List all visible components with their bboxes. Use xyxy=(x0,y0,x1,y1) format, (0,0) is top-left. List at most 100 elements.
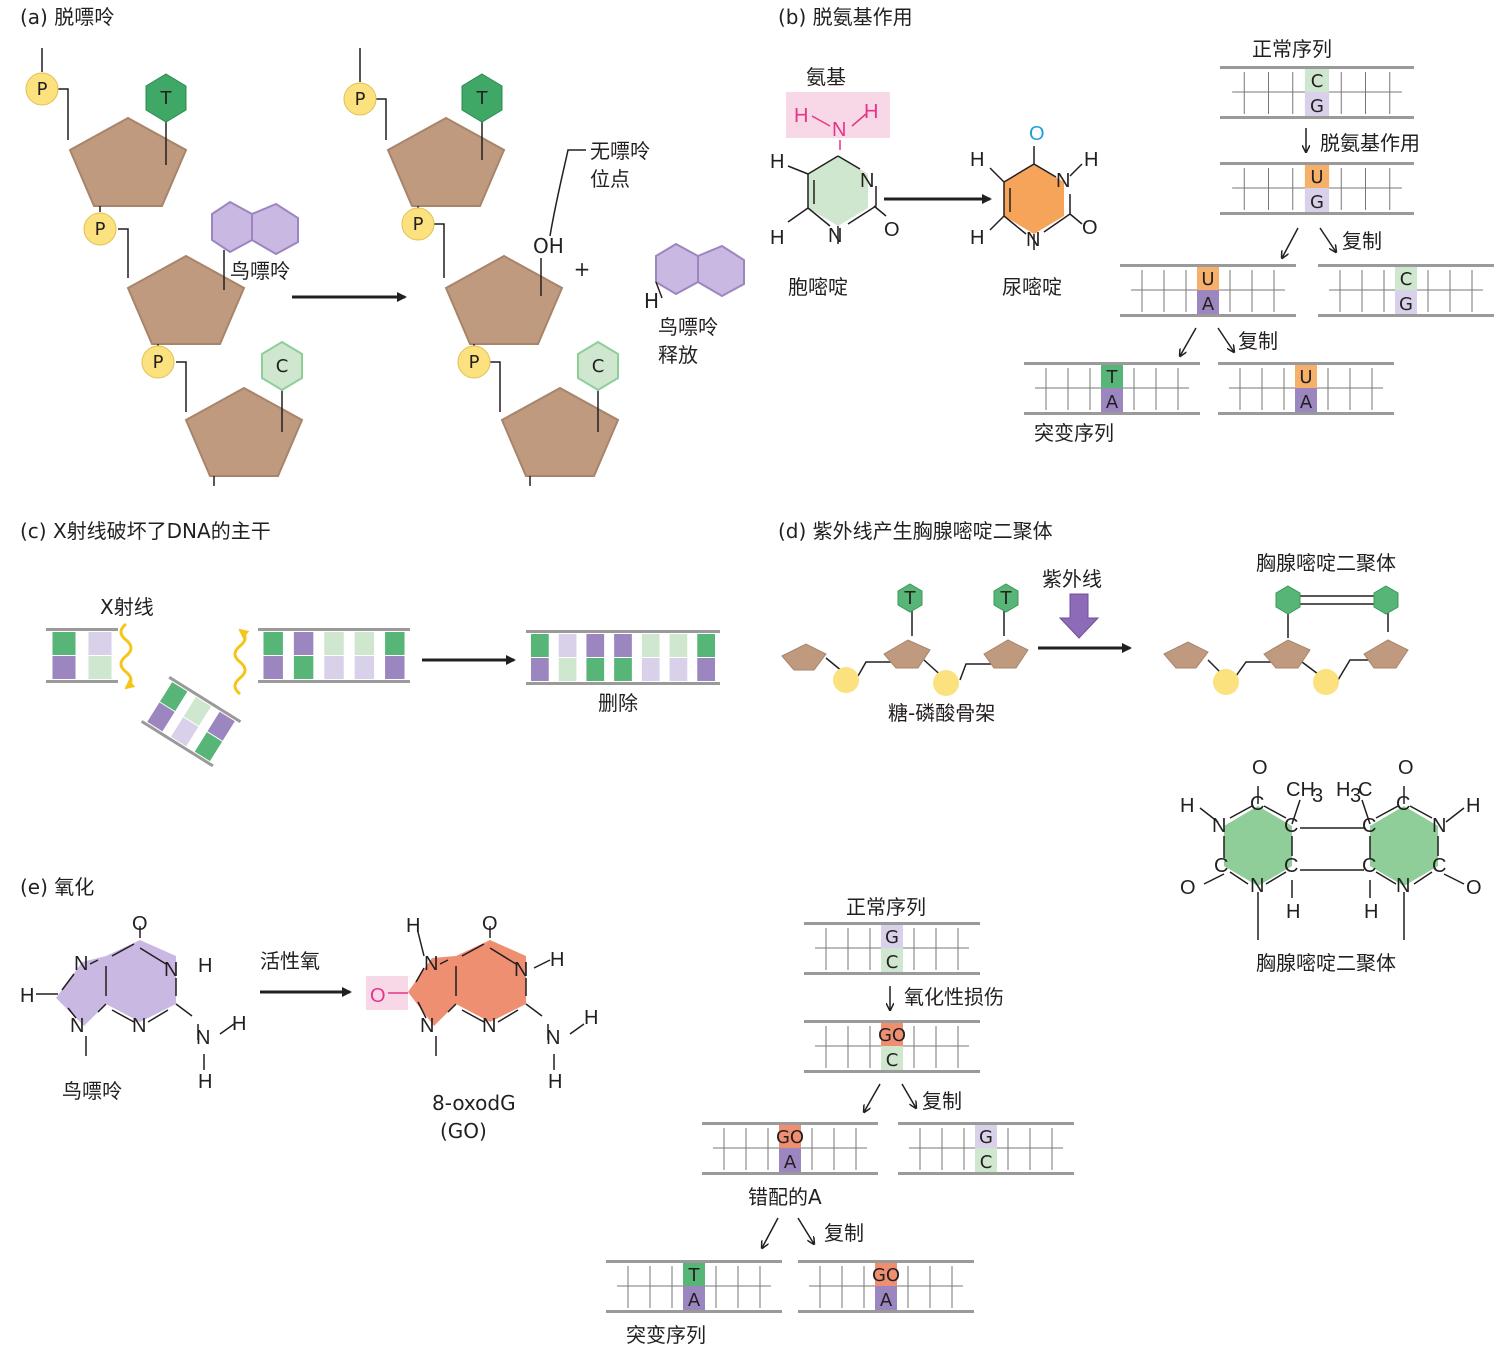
base-bottom-label: C xyxy=(886,952,899,973)
base-top xyxy=(779,1125,801,1148)
base-top xyxy=(881,1023,903,1046)
e-mutant-label: 突变序列 xyxy=(626,1323,706,1347)
amino-label: 氨基 xyxy=(806,65,846,89)
backbone-label: 糖-磷酸骨架 xyxy=(888,701,995,725)
b-arrow-4 xyxy=(1180,327,1197,356)
base-bottom xyxy=(1295,388,1317,412)
svg-text:H: H xyxy=(406,915,420,937)
svg-text:O: O xyxy=(1398,757,1414,779)
svg-text:P: P xyxy=(95,219,106,240)
released-label-1: 鸟嘌呤 xyxy=(658,315,718,339)
base-bottom-label: A xyxy=(880,1290,893,1311)
uracil-label: 尿嘧啶 xyxy=(1002,275,1062,299)
phosphate-r3 xyxy=(457,345,491,379)
svg-text:3: 3 xyxy=(1350,785,1361,807)
base-top-label: GO xyxy=(776,1127,804,1148)
svg-text:N: N xyxy=(74,953,88,975)
svg-text:N: N xyxy=(196,1027,210,1049)
thymine-hex xyxy=(145,73,187,123)
base-top xyxy=(1101,365,1123,388)
svg-text:H: H xyxy=(584,1007,598,1029)
dimer-label: 胸腺嘧啶二聚体 xyxy=(1256,551,1396,575)
base-top-label: U xyxy=(1299,367,1312,388)
svg-text:H: H xyxy=(548,1071,562,1093)
ladder-deaminated: UG xyxy=(1220,162,1414,215)
xray-wave-out xyxy=(233,628,250,696)
guanine-label-e: 鸟嘌呤 xyxy=(62,1079,122,1103)
panel-d-uv: (d) 紫外线产生胸腺嘧啶二聚体 紫外线 胸腺嘧啶二聚体 糖-磷酸骨架 T T xyxy=(778,519,1482,975)
base-bottom xyxy=(875,1286,897,1310)
e-arrow-2 xyxy=(864,1083,881,1112)
xray-fragment-left xyxy=(46,628,118,683)
uv-label: 紫外线 xyxy=(1042,567,1102,591)
uv-arrow xyxy=(1058,593,1100,639)
svg-text:T: T xyxy=(904,588,917,609)
base-bottom xyxy=(683,1286,705,1310)
ladder-go-a: GO A xyxy=(702,1122,878,1175)
base-top-label: C xyxy=(1311,71,1324,92)
svg-text:H: H xyxy=(794,105,808,127)
base-top xyxy=(1295,365,1317,388)
ura-h3: H xyxy=(1084,149,1098,171)
svg-text:C: C xyxy=(1432,855,1446,877)
xray-wave-in xyxy=(119,622,136,690)
svg-text:O: O xyxy=(1466,877,1482,899)
svg-text:N: N xyxy=(420,1015,434,1037)
ladder-mutant-ta-e: TA xyxy=(606,1260,782,1313)
sugar-2 xyxy=(126,254,246,345)
guanine-structure: O N H N N N H N H H xyxy=(20,913,246,1093)
phosphate-r1 xyxy=(343,82,377,116)
sugar-r2 xyxy=(444,254,564,345)
dimer-caption: 胸腺嘧啶二聚体 xyxy=(1256,951,1396,975)
svg-text:N: N xyxy=(1432,815,1446,837)
thymine-hex-r xyxy=(461,73,503,123)
svg-text:C: C xyxy=(1396,793,1410,815)
b-arrow-5 xyxy=(1217,327,1234,352)
ros-label: 活性氧 xyxy=(260,949,320,973)
e-replication-label-1: 复制 xyxy=(922,1089,962,1113)
svg-text:H: H xyxy=(1466,795,1480,817)
sugar-r1 xyxy=(386,116,506,207)
cyt-n3: N xyxy=(860,170,874,192)
cytosine-ring xyxy=(808,156,868,226)
svg-text:T: T xyxy=(1000,588,1013,609)
base-top xyxy=(1197,267,1219,290)
base-top-label: T xyxy=(1106,367,1119,388)
plus-sign: + xyxy=(574,257,591,281)
base-bottom-label: A xyxy=(1106,392,1119,413)
ura-o4: O xyxy=(1029,123,1045,145)
base-bottom xyxy=(975,1148,997,1172)
base-bottom xyxy=(881,1046,903,1070)
base-top-label: G xyxy=(885,927,899,948)
base-T: T xyxy=(160,88,173,109)
cyt-h6: H xyxy=(770,227,784,249)
svg-text:C: C xyxy=(1284,815,1298,837)
mismatch-label: 错配的A xyxy=(748,1185,822,1209)
ladder-normal-b: CG xyxy=(1220,66,1414,119)
base-top-label: U xyxy=(1310,167,1323,188)
ladder-mutant-ta: TA xyxy=(1024,362,1200,415)
b-replication-label-2: 复制 xyxy=(1238,329,1278,353)
svg-text:P: P xyxy=(413,214,424,235)
base-bottom xyxy=(881,948,903,972)
b-replication-label-1: 复制 xyxy=(1342,229,1382,253)
ura-n1: N xyxy=(1026,229,1040,251)
oh-label: OH xyxy=(533,234,564,258)
svg-text:N: N xyxy=(1212,815,1226,837)
strand-after: P T P OH 无嘌呤 位点 P C xyxy=(343,48,650,486)
b-normal-label: 正常序列 xyxy=(1252,37,1332,61)
svg-text:N: N xyxy=(424,953,438,975)
svg-text:C: C xyxy=(1214,855,1228,877)
cyt-n1: N xyxy=(828,225,842,247)
svg-text:C: C xyxy=(1362,815,1376,837)
xray-label: X射线 xyxy=(100,595,154,619)
base-bottom-label: G xyxy=(1310,96,1324,117)
svg-text:CH: CH xyxy=(1286,779,1315,801)
panel-e-oxidation: (e) 氧化 O N H N N N H N H H 鸟嘌呤 活性氧 O O N… xyxy=(20,875,1074,1347)
svg-text:O: O xyxy=(370,985,386,1007)
panel-b-deamination: (b) 脱氨基作用 氨基 H N H N N O H H 胞嘧啶 O N H N… xyxy=(770,5,1494,445)
svg-text:H: H xyxy=(198,1071,212,1093)
svg-text:H: H xyxy=(1180,795,1194,817)
oxo-guanine-structure: O O N H N N H N N H H xyxy=(366,913,598,1093)
